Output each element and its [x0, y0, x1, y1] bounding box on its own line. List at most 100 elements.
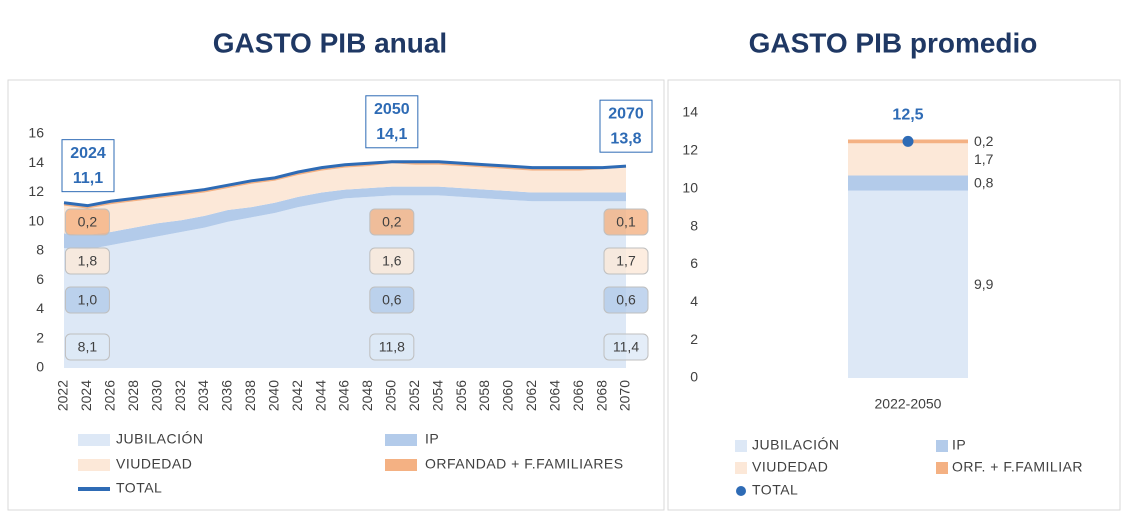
x-tick-label: 2052 — [406, 380, 422, 411]
y-tick-label: 2 — [690, 331, 698, 347]
x-tick-label: 2056 — [453, 380, 469, 411]
value-label: 0,8 — [974, 175, 994, 191]
x-tick-label: 2046 — [336, 380, 352, 411]
legend-label: JUBILACIÓN — [116, 431, 203, 447]
value-label: 0,6 — [616, 292, 636, 308]
legend-label: ORF. + F.FAMILIAR — [952, 459, 1083, 475]
legend-label: IP — [952, 437, 966, 453]
y-tick-label: 10 — [682, 179, 698, 195]
y-tick-label: 0 — [36, 359, 44, 375]
y-tick-label: 8 — [690, 217, 698, 233]
total-year: 2070 — [608, 105, 644, 122]
value-label-box — [603, 247, 649, 275]
stacked-area — [64, 163, 626, 235]
x-tick-label: 2066 — [570, 380, 586, 411]
total-line — [63, 160, 627, 208]
value-label-box — [603, 286, 649, 314]
legend-label: VIUDEDAD — [116, 456, 192, 472]
legend-swatch — [735, 440, 747, 452]
x-tick-label: 2028 — [125, 380, 141, 411]
legend-swatch — [736, 486, 746, 496]
x-tick-label: 2068 — [593, 380, 609, 411]
legend-label: ORFANDAD + F.FAMILIARES — [425, 456, 624, 472]
value-label: 11,8 — [379, 339, 405, 355]
x-tick-label: 2022-2050 — [875, 396, 942, 412]
x-tick-label: 2060 — [500, 380, 516, 411]
y-tick-label: 16 — [28, 125, 44, 141]
x-tick-label: 2026 — [102, 380, 118, 411]
x-tick-label: 2042 — [289, 380, 305, 411]
y-tick-label: 6 — [36, 271, 44, 287]
x-tick-label: 2036 — [219, 380, 235, 411]
value-label: 0,1 — [616, 214, 636, 230]
stacked-area — [64, 195, 626, 368]
total-label: 13,8 — [610, 130, 641, 147]
x-tick-label: 2034 — [195, 380, 211, 411]
y-tick-label: 12 — [682, 142, 698, 158]
total-box — [599, 99, 653, 153]
value-label: 1,6 — [382, 253, 402, 269]
x-tick-label: 2024 — [78, 380, 94, 411]
value-label: 9,9 — [974, 276, 994, 292]
total-year: 2050 — [374, 101, 410, 118]
bar-segment — [848, 143, 968, 176]
x-tick-label: 2040 — [265, 380, 281, 411]
legend-label: JUBILACIÓN — [752, 437, 839, 453]
value-label: 11,4 — [613, 339, 639, 355]
x-tick-label: 2030 — [148, 380, 164, 411]
legend-label: IP — [425, 431, 439, 447]
x-tick-label: 2048 — [359, 380, 375, 411]
legend-swatch — [936, 440, 948, 452]
legend-label: VIUDEDAD — [752, 459, 828, 475]
total-box — [365, 95, 419, 149]
value-label: 1,0 — [78, 292, 98, 308]
y-tick-label: 2 — [36, 329, 44, 345]
value-label-box — [64, 286, 110, 314]
value-label-box — [603, 208, 649, 236]
x-tick-label: 2064 — [546, 380, 562, 411]
value-label-box — [369, 333, 415, 361]
x-tick-label: 2054 — [429, 380, 445, 411]
x-tick-label: 2044 — [312, 380, 328, 411]
x-tick-label: 2038 — [242, 380, 258, 411]
legend-label: TOTAL — [752, 482, 798, 498]
legend-swatch — [385, 459, 417, 471]
x-tick-label: 2070 — [617, 380, 633, 411]
y-tick-label: 8 — [36, 242, 44, 258]
x-tick-label: 2032 — [172, 380, 188, 411]
x-tick-label: 2022 — [55, 380, 71, 411]
y-tick-label: 0 — [690, 369, 698, 385]
value-label-box — [369, 247, 415, 275]
y-tick-label: 14 — [28, 154, 44, 170]
value-label-box — [64, 333, 110, 361]
legend-label: TOTAL — [116, 480, 162, 496]
value-label: 0,2 — [382, 214, 402, 230]
y-tick-label: 14 — [682, 104, 698, 120]
value-label: 0,6 — [382, 292, 402, 308]
total-point — [902, 135, 914, 147]
x-tick-label: 2050 — [383, 380, 399, 411]
legend-swatch — [735, 462, 747, 474]
value-label: 0,2 — [78, 214, 98, 230]
total-box — [61, 139, 115, 193]
chart-title: GASTO PIB anual — [213, 27, 447, 58]
legend-swatch — [78, 459, 110, 471]
legend-swatch — [78, 434, 110, 446]
value-label-box — [369, 208, 415, 236]
x-tick-label: 2062 — [523, 380, 539, 411]
value-label: 8,1 — [78, 339, 98, 355]
value-label-box — [603, 333, 649, 361]
bar-segment — [848, 175, 968, 191]
y-tick-label: 12 — [28, 183, 44, 199]
total-label: 11,1 — [73, 170, 103, 187]
total-year: 2024 — [70, 145, 106, 162]
legend-swatch — [936, 462, 948, 474]
total-label: 12,5 — [892, 107, 923, 124]
value-label: 0,2 — [974, 133, 994, 149]
y-tick-label: 10 — [28, 212, 44, 228]
y-tick-label: 4 — [36, 300, 44, 316]
y-tick-label: 4 — [690, 293, 698, 309]
x-tick-label: 2058 — [476, 380, 492, 411]
chart-title: GASTO PIB promedio — [749, 27, 1038, 58]
